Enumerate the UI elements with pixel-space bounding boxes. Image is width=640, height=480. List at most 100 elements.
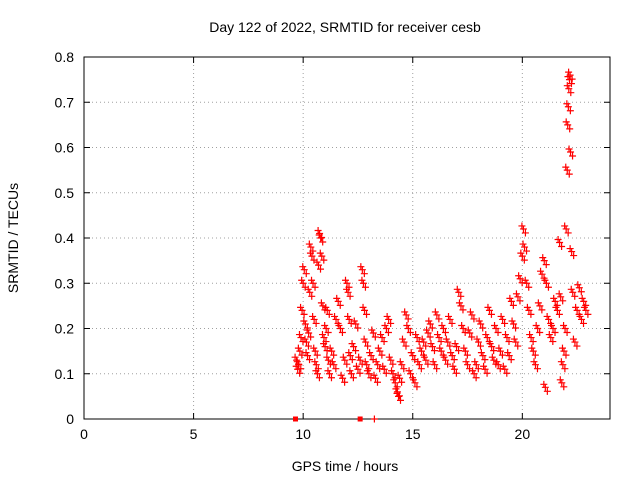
data-point (304, 285, 312, 293)
data-point (508, 317, 516, 325)
data-point (477, 349, 485, 357)
data-point (350, 343, 358, 351)
data-point (336, 301, 344, 309)
data-point (402, 342, 410, 350)
grid-lines (84, 57, 610, 419)
y-tick-label: 0.3 (55, 275, 75, 291)
data-point (380, 365, 388, 373)
data-point (300, 317, 308, 325)
data-point (458, 322, 466, 329)
data-point (426, 320, 434, 328)
data-point (302, 270, 310, 278)
data-point (376, 347, 384, 355)
data-point (551, 297, 559, 305)
data-point (497, 312, 505, 320)
data-point (322, 303, 330, 311)
data-point (299, 279, 307, 287)
y-tick-label: 0.6 (55, 140, 75, 156)
data-point (361, 283, 369, 291)
data-point (357, 263, 365, 271)
data-point (407, 349, 415, 357)
data-point (501, 365, 509, 373)
data-point (557, 293, 565, 301)
data-point (343, 285, 351, 293)
data-point (480, 362, 488, 370)
data-point (436, 344, 444, 352)
data-point (344, 312, 352, 320)
data-point (291, 353, 299, 361)
data-point (492, 325, 500, 332)
data-point (580, 297, 588, 305)
data-point (336, 325, 344, 332)
data-point (542, 279, 550, 287)
data-point (298, 276, 306, 284)
data-point (406, 329, 414, 336)
y-tick-label: 0.7 (55, 94, 75, 110)
data-point (307, 333, 315, 341)
data-point (523, 303, 531, 311)
data-point (400, 365, 408, 373)
data-point (424, 360, 432, 368)
data-point (452, 369, 460, 377)
data-point (558, 344, 566, 352)
data-point (541, 276, 549, 284)
data-point (409, 352, 417, 360)
data-point (507, 356, 515, 364)
data-point (550, 294, 558, 302)
data-point (372, 358, 380, 366)
data-point (531, 361, 539, 369)
data-point (304, 352, 312, 360)
data-point (301, 335, 309, 343)
y-tick-label: 0.4 (55, 230, 75, 246)
data-point (473, 335, 481, 343)
data-point (563, 82, 571, 90)
data-point (525, 283, 533, 291)
data-point (519, 225, 527, 233)
data-point (405, 367, 413, 375)
data-point (528, 344, 536, 352)
data-point (324, 329, 332, 336)
data-point (434, 331, 442, 339)
data-point (377, 331, 385, 339)
data-point (293, 358, 301, 366)
data-point (565, 85, 573, 93)
data-point (455, 299, 463, 307)
data-point (391, 379, 399, 387)
data-point (538, 306, 546, 314)
data-point (295, 331, 303, 339)
data-point (334, 297, 342, 305)
data-point (346, 292, 354, 300)
data-point (339, 374, 347, 382)
data-point (565, 170, 573, 178)
data-point (545, 315, 553, 323)
data-point (308, 252, 316, 260)
data-point (475, 338, 482, 346)
data-point (371, 374, 379, 382)
data-point (298, 306, 306, 314)
data-point (554, 236, 562, 244)
data-point (484, 303, 492, 311)
data-point (451, 340, 459, 348)
data-point (563, 100, 571, 108)
data-point (394, 371, 402, 379)
data-point (530, 358, 538, 366)
data-point (412, 331, 420, 339)
data-point (542, 261, 550, 269)
y-tick-label: 0.5 (55, 185, 75, 201)
data-point (560, 322, 568, 329)
data-point (505, 338, 513, 346)
data-point (444, 360, 452, 368)
data-point (362, 338, 370, 346)
data-point (514, 342, 522, 350)
data-point (398, 378, 406, 386)
data-point (321, 322, 329, 329)
data-point (566, 71, 574, 79)
data-point (498, 351, 506, 359)
data-point (320, 334, 328, 342)
data-point (311, 347, 319, 355)
data-point (358, 266, 366, 274)
data-point (505, 352, 513, 360)
data-point (558, 379, 566, 387)
x-tick-label: 15 (405, 426, 421, 442)
